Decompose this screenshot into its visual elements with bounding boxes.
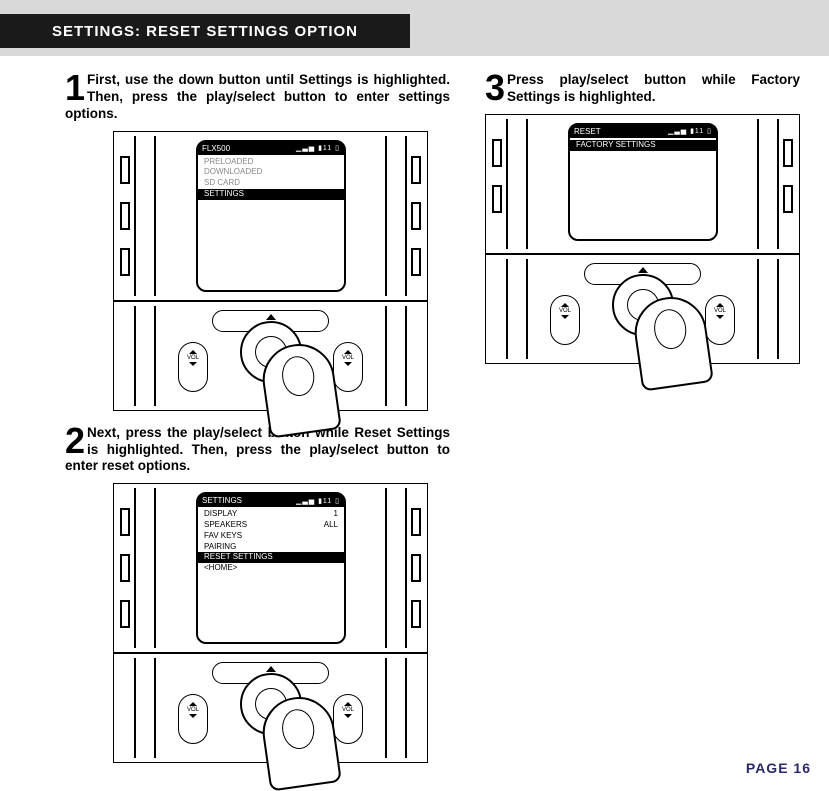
lcd-screen: RESET ▁▃▅ ▮11 ▯ FACTORY SETTINGS xyxy=(568,123,718,241)
vol-label: VOL xyxy=(187,355,199,361)
signal-icons: ▁▃▅ ▮11 ▯ xyxy=(296,497,340,505)
menu-item-highlighted: FACTORY SETTINGS xyxy=(570,140,716,151)
screen-title: SETTINGS xyxy=(202,496,242,505)
signal-icons: ▁▃▅ ▮11 ▯ xyxy=(296,144,340,152)
screen-title: FLX500 xyxy=(202,144,230,153)
right-column: 3 Press play/select button while Factory… xyxy=(485,72,800,378)
volume-right: VOL xyxy=(705,295,735,345)
step-1: 1 First, use the down button until Setti… xyxy=(65,72,450,123)
menu-item: PRELOADED xyxy=(204,157,253,166)
page-title: SETTINGS: RESET SETTINGS OPTION xyxy=(0,14,410,48)
left-column: 1 First, use the down button until Setti… xyxy=(65,72,450,777)
volume-right: VOL xyxy=(333,694,363,744)
device-controls-panel: VOL VOL xyxy=(113,301,428,411)
device-controls-panel: VOL VOL xyxy=(113,653,428,763)
menu-item: SPEAKERS xyxy=(204,520,247,531)
menu-item: PAIRING xyxy=(204,542,338,553)
menu-item-highlighted: SETTINGS xyxy=(198,189,344,200)
signal-icons: ▁▃▅ ▮11 ▯ xyxy=(668,127,712,135)
menu-item: <HOME> xyxy=(204,563,338,574)
device-screen-panel: SETTINGS ▁▃▅ ▮11 ▯ DISPLAY1 SPEAKERSALL … xyxy=(113,483,428,653)
vol-label: VOL xyxy=(559,308,571,314)
step-number: 1 xyxy=(65,72,85,104)
device-controls-panel: VOL VOL xyxy=(485,254,800,364)
screen-title: RESET xyxy=(574,127,601,136)
volume-left: VOL xyxy=(178,342,208,392)
page-number: PAGE 16 xyxy=(746,760,811,776)
step-number: 3 xyxy=(485,72,505,104)
step-number: 2 xyxy=(65,425,85,457)
vol-label: VOL xyxy=(342,707,354,713)
volume-left: VOL xyxy=(550,295,580,345)
vol-label: VOL xyxy=(714,308,726,314)
menu-item: DOWNLOADED xyxy=(204,167,262,176)
device-figure-3: RESET ▁▃▅ ▮11 ▯ FACTORY SETTINGS VOL xyxy=(485,114,800,364)
device-figure-2: SETTINGS ▁▃▅ ▮11 ▯ DISPLAY1 SPEAKERSALL … xyxy=(113,483,428,763)
step-text: Press play/select button while Factory S… xyxy=(485,72,800,106)
header-bar: SETTINGS: RESET SETTINGS OPTION xyxy=(0,0,829,56)
step-text: First, use the down button until Setting… xyxy=(65,72,450,123)
lcd-screen: SETTINGS ▁▃▅ ▮11 ▯ DISPLAY1 SPEAKERSALL … xyxy=(196,492,346,644)
device-figure-1: FLX500 ▁▃▅ ▮11 ▯ PRELOADED DOWNLOADED SD… xyxy=(113,131,428,411)
volume-right: VOL xyxy=(333,342,363,392)
menu-item: SD CARD xyxy=(204,178,240,187)
menu-item: FAV KEYS xyxy=(204,531,338,542)
vol-label: VOL xyxy=(342,355,354,361)
vol-label: VOL xyxy=(187,707,199,713)
step-text: Next, press the play/select button while… xyxy=(65,425,450,476)
volume-left: VOL xyxy=(178,694,208,744)
step-2: 2 Next, press the play/select button whi… xyxy=(65,425,450,476)
lcd-screen: FLX500 ▁▃▅ ▮11 ▯ PRELOADED DOWNLOADED SD… xyxy=(196,140,346,292)
up-arrow-icon xyxy=(266,666,276,672)
step-3: 3 Press play/select button while Factory… xyxy=(485,72,800,106)
device-screen-panel: RESET ▁▃▅ ▮11 ▯ FACTORY SETTINGS xyxy=(485,114,800,254)
menu-item-highlighted: RESET SETTINGS xyxy=(198,552,344,563)
menu-item: DISPLAY xyxy=(204,509,237,520)
up-arrow-icon xyxy=(266,314,276,320)
device-screen-panel: FLX500 ▁▃▅ ▮11 ▯ PRELOADED DOWNLOADED SD… xyxy=(113,131,428,301)
menu-value: 1 xyxy=(334,509,338,520)
menu-value: ALL xyxy=(324,520,338,531)
up-arrow-icon xyxy=(638,267,648,273)
